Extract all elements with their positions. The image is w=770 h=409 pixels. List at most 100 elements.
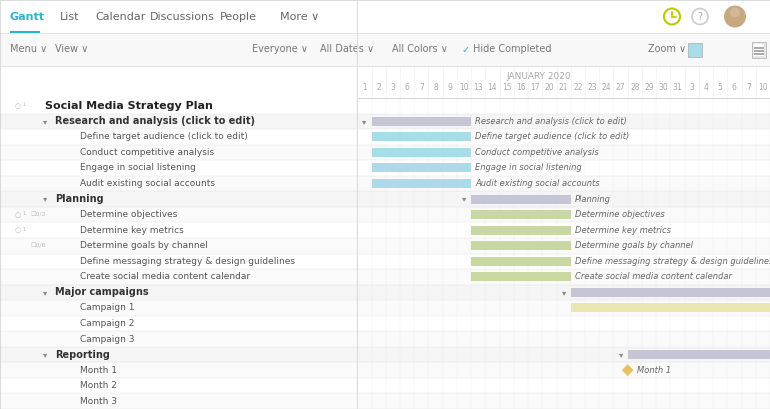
Bar (0, 145, 770, 160)
Text: Everyone ∨: Everyone ∨ (252, 45, 308, 54)
Text: ✓: ✓ (462, 45, 470, 54)
Text: Determine key metrics: Determine key metrics (574, 226, 671, 235)
Text: View ∨: View ∨ (55, 45, 89, 54)
Text: ☐0/6: ☐0/6 (30, 243, 45, 248)
Text: Month 1: Month 1 (637, 366, 671, 375)
FancyBboxPatch shape (571, 288, 770, 297)
Bar (0, 362, 770, 378)
Text: Create social media content calendar: Create social media content calendar (574, 272, 731, 281)
Text: Planning: Planning (55, 194, 104, 204)
Bar (754, 43, 764, 56)
Text: 15: 15 (502, 83, 511, 92)
Text: ▾: ▾ (43, 288, 47, 297)
Text: Engage in social listening: Engage in social listening (80, 164, 196, 173)
Text: Zoom ∨: Zoom ∨ (648, 45, 686, 54)
Bar (754, 52, 764, 54)
Text: 1: 1 (22, 211, 25, 216)
Text: 3: 3 (689, 83, 695, 92)
Bar (0, 66, 770, 98)
Text: 9: 9 (447, 83, 452, 92)
Bar (10, 31, 40, 33)
Text: Determine goals by channel: Determine goals by channel (574, 241, 693, 250)
FancyBboxPatch shape (471, 226, 571, 235)
Text: 23: 23 (588, 83, 597, 92)
Text: 20: 20 (544, 83, 554, 92)
Text: Gantt: Gantt (10, 11, 45, 22)
Text: 8: 8 (434, 83, 438, 92)
Text: ○: ○ (15, 103, 21, 109)
Polygon shape (621, 364, 634, 376)
Bar (688, 43, 702, 56)
Text: Month 1: Month 1 (80, 366, 117, 375)
Text: Planning: Planning (574, 195, 611, 204)
Text: ○: ○ (15, 227, 21, 233)
FancyBboxPatch shape (371, 148, 471, 157)
Text: Campaign 1: Campaign 1 (80, 303, 135, 312)
Text: Determine key metrics: Determine key metrics (80, 226, 184, 235)
FancyBboxPatch shape (471, 272, 571, 281)
Text: Hide Completed: Hide Completed (473, 45, 551, 54)
Bar (0, 331, 770, 347)
Text: ☐0/2: ☐0/2 (30, 212, 45, 217)
Text: Research and analysis (click to edit): Research and analysis (click to edit) (475, 117, 627, 126)
Text: 13: 13 (474, 83, 483, 92)
Text: Engage in social listening: Engage in social listening (475, 164, 582, 173)
Text: 16: 16 (516, 83, 526, 92)
Bar (0, 160, 770, 176)
Text: ▾: ▾ (462, 195, 467, 204)
Bar (0, 393, 770, 409)
Bar (0, 0, 770, 33)
Text: 14: 14 (487, 83, 497, 92)
Bar (0, 347, 770, 362)
Text: ▾: ▾ (43, 350, 47, 359)
Text: Month 3: Month 3 (80, 397, 117, 406)
Bar (0, 238, 770, 254)
Text: 28: 28 (630, 83, 640, 92)
Text: ?: ? (698, 11, 702, 22)
Bar (0, 33, 770, 66)
Text: Campaign 3: Campaign 3 (80, 335, 135, 344)
Text: Discussions: Discussions (150, 11, 215, 22)
Text: List: List (60, 11, 79, 22)
Text: People: People (220, 11, 257, 22)
Text: Calendar: Calendar (95, 11, 146, 22)
FancyBboxPatch shape (471, 257, 571, 266)
Text: Audit existing social accounts: Audit existing social accounts (80, 179, 215, 188)
Circle shape (730, 7, 740, 18)
Text: 24: 24 (601, 83, 611, 92)
Text: Reporting: Reporting (55, 350, 110, 360)
FancyBboxPatch shape (371, 133, 471, 142)
Text: ▾: ▾ (43, 117, 47, 126)
Text: 31: 31 (673, 83, 682, 92)
Bar (0, 98, 770, 114)
Text: 22: 22 (573, 83, 583, 92)
Text: JANUARY 2020: JANUARY 2020 (507, 72, 571, 81)
FancyBboxPatch shape (371, 179, 471, 188)
Text: 27: 27 (616, 83, 625, 92)
Text: Audit existing social accounts: Audit existing social accounts (475, 179, 600, 188)
Text: All Colors ∨: All Colors ∨ (392, 45, 448, 54)
Bar (0, 285, 770, 300)
Bar (0, 114, 770, 129)
Text: ▾: ▾ (618, 350, 623, 359)
Text: 29: 29 (644, 83, 654, 92)
Text: Social Media Strategy Plan: Social Media Strategy Plan (45, 101, 213, 111)
Text: All Dates ∨: All Dates ∨ (320, 45, 374, 54)
FancyBboxPatch shape (371, 117, 471, 126)
Bar (0, 378, 770, 393)
Text: Determine goals by channel: Determine goals by channel (80, 241, 208, 250)
Text: 6: 6 (405, 83, 410, 92)
Text: 5: 5 (718, 83, 722, 92)
Text: 2: 2 (377, 83, 381, 92)
Text: ▾: ▾ (363, 117, 367, 126)
Text: 1: 1 (362, 83, 367, 92)
FancyBboxPatch shape (628, 350, 770, 359)
Bar (0, 129, 770, 145)
Text: 10: 10 (459, 83, 469, 92)
Text: Month 2: Month 2 (80, 381, 117, 390)
Text: Define target audience (click to edit): Define target audience (click to edit) (475, 133, 629, 142)
Circle shape (724, 5, 746, 27)
Text: Research and analysis (click to edit): Research and analysis (click to edit) (55, 116, 255, 126)
Text: 21: 21 (559, 83, 568, 92)
Bar (0, 254, 770, 269)
